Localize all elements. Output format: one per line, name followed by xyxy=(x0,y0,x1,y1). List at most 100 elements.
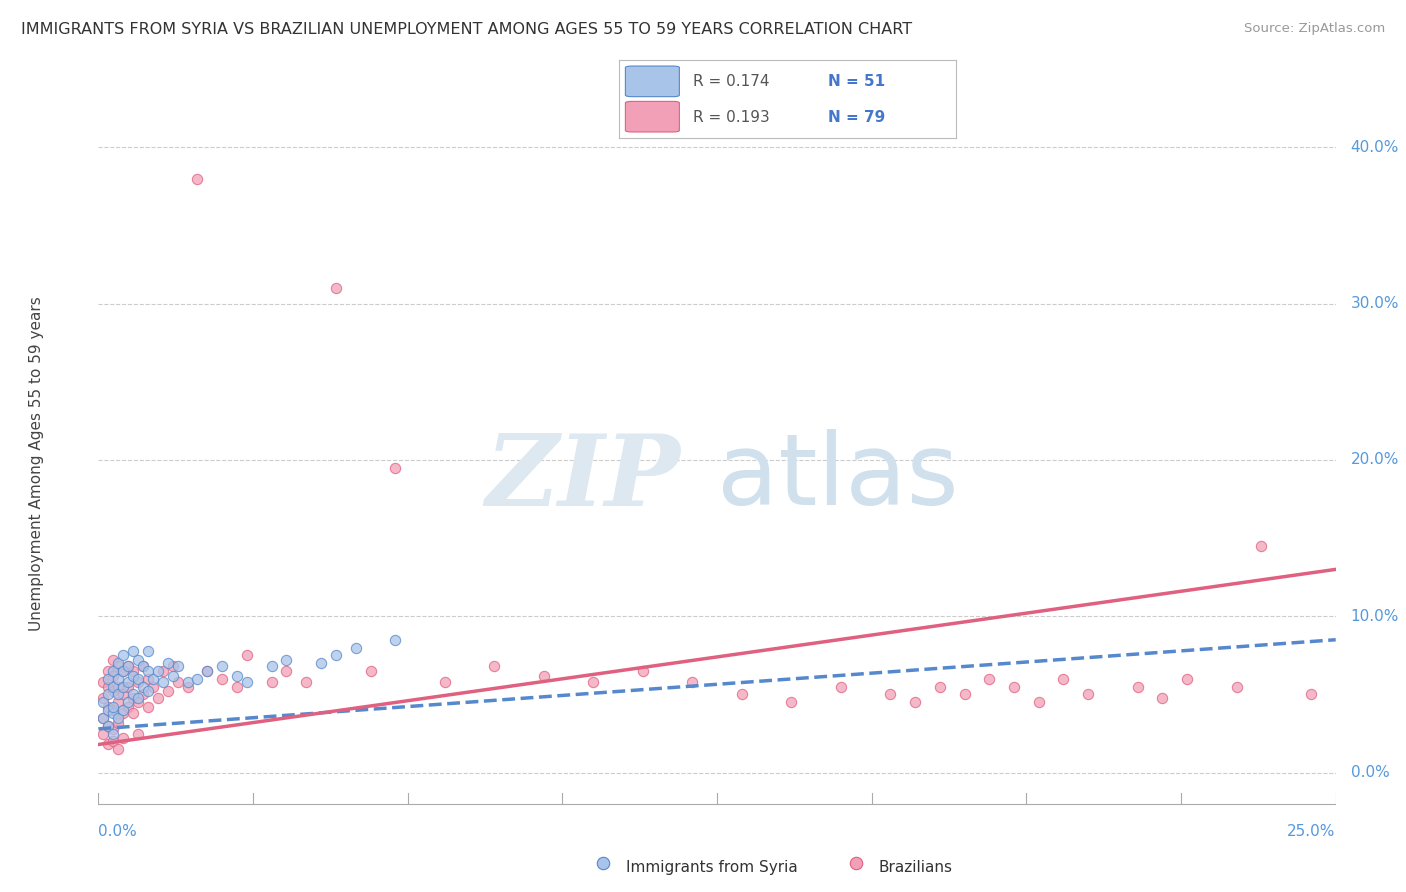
Point xyxy=(226,680,249,694)
Point xyxy=(103,706,125,721)
Point xyxy=(384,632,406,647)
Point xyxy=(136,643,159,657)
Point xyxy=(928,680,950,694)
Point xyxy=(97,719,120,733)
Point xyxy=(97,700,120,714)
Point xyxy=(97,672,120,686)
Point xyxy=(276,653,298,667)
Point xyxy=(592,856,614,871)
Point xyxy=(195,664,218,678)
Text: 30.0%: 30.0% xyxy=(1351,296,1399,311)
Point xyxy=(780,695,803,709)
Point xyxy=(103,726,125,740)
Point xyxy=(166,675,188,690)
Point xyxy=(112,648,135,663)
Point xyxy=(260,675,283,690)
Point xyxy=(484,659,506,673)
Point xyxy=(879,688,901,702)
Point xyxy=(127,690,149,705)
Point xyxy=(117,680,139,694)
Point xyxy=(186,672,208,686)
Text: 10.0%: 10.0% xyxy=(1351,608,1399,624)
Point xyxy=(107,695,129,709)
Point xyxy=(97,719,120,733)
Point xyxy=(122,664,145,678)
Point xyxy=(103,722,125,736)
Point xyxy=(136,664,159,678)
Point xyxy=(122,706,145,721)
Point xyxy=(845,856,868,871)
Point xyxy=(112,688,135,702)
Point xyxy=(276,664,298,678)
Point xyxy=(162,669,184,683)
Point xyxy=(136,672,159,686)
Point xyxy=(112,680,135,694)
Point xyxy=(1226,680,1249,694)
Text: 25.0%: 25.0% xyxy=(1288,824,1336,839)
Point xyxy=(1175,672,1198,686)
Text: 40.0%: 40.0% xyxy=(1351,140,1399,154)
Text: 0.0%: 0.0% xyxy=(1351,765,1389,780)
Point xyxy=(93,726,115,740)
Point xyxy=(152,664,174,678)
Point xyxy=(325,648,347,663)
Point xyxy=(117,675,139,690)
Point xyxy=(226,669,249,683)
FancyBboxPatch shape xyxy=(626,66,679,96)
Point xyxy=(112,664,135,678)
Point xyxy=(176,675,198,690)
Point xyxy=(1077,688,1099,702)
Point xyxy=(309,656,332,670)
Point xyxy=(107,688,129,702)
Point xyxy=(344,640,367,655)
Point xyxy=(236,648,259,663)
Point xyxy=(103,653,125,667)
Point xyxy=(146,664,169,678)
Point xyxy=(953,688,976,702)
Point xyxy=(127,672,149,686)
Text: Immigrants from Syria: Immigrants from Syria xyxy=(626,860,797,874)
Point xyxy=(103,700,125,714)
Point xyxy=(97,703,120,717)
Point xyxy=(236,675,259,690)
Point xyxy=(97,680,120,694)
Point xyxy=(156,656,179,670)
FancyBboxPatch shape xyxy=(626,102,679,132)
Point xyxy=(107,659,129,673)
Point xyxy=(117,659,139,673)
Point xyxy=(166,659,188,673)
Text: N = 51: N = 51 xyxy=(828,74,884,89)
Point xyxy=(731,688,754,702)
Point xyxy=(136,700,159,714)
Point xyxy=(152,675,174,690)
Text: R = 0.193: R = 0.193 xyxy=(693,110,769,125)
Point xyxy=(122,643,145,657)
Point xyxy=(127,675,149,690)
Point xyxy=(142,672,165,686)
Point xyxy=(162,659,184,673)
Point xyxy=(122,690,145,705)
Point xyxy=(1152,690,1174,705)
Point xyxy=(93,711,115,725)
Point xyxy=(93,695,115,709)
Point xyxy=(127,653,149,667)
Point xyxy=(904,695,927,709)
Text: 20.0%: 20.0% xyxy=(1351,452,1399,467)
Point xyxy=(97,738,120,752)
Point xyxy=(112,703,135,717)
Point xyxy=(325,281,347,295)
Point xyxy=(103,734,125,748)
Point xyxy=(117,700,139,714)
Point xyxy=(142,680,165,694)
Point xyxy=(533,669,555,683)
Point xyxy=(384,460,406,475)
Point xyxy=(112,731,135,746)
Point xyxy=(681,675,703,690)
Point xyxy=(107,715,129,730)
Point xyxy=(127,726,149,740)
Point xyxy=(117,695,139,709)
Point xyxy=(1250,539,1272,553)
Point xyxy=(1126,680,1149,694)
Point xyxy=(93,675,115,690)
Point xyxy=(211,659,233,673)
